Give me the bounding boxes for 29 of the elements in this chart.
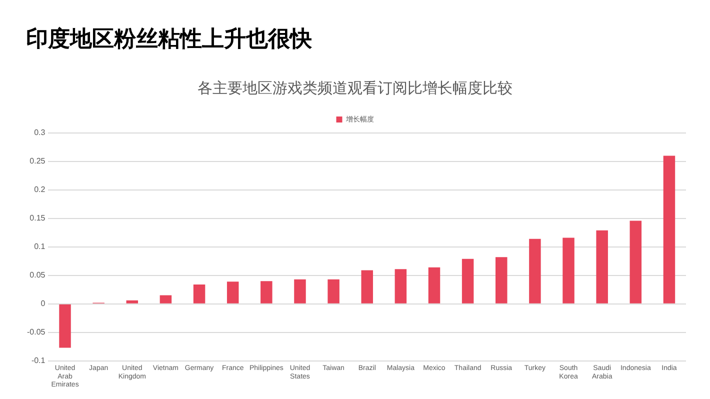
bar: [193, 284, 206, 304]
y-tick-label: 0.3: [34, 128, 46, 138]
y-tick-label: 0.1: [34, 242, 46, 252]
bar: [496, 257, 508, 304]
bar: [630, 220, 642, 304]
bar: [126, 300, 138, 304]
bar: [663, 156, 676, 304]
y-tick-label: -0.05: [27, 328, 46, 337]
bar: [226, 282, 239, 304]
bar: [160, 295, 172, 304]
y-tick-label: 0.2: [34, 185, 46, 194]
bar: [328, 279, 340, 304]
bar: [428, 267, 440, 304]
chart-title: 印度地区粉丝粘性上升也很快: [26, 26, 312, 54]
y-tick-label: 0.25: [30, 156, 46, 166]
y-tick-label: 0.05: [30, 270, 46, 280]
y-tick-label: -0.1: [31, 356, 46, 366]
bar: [562, 238, 574, 304]
bar: [361, 270, 373, 304]
chart-subtitle: 各主要地区游戏类频道观看订阅比增长幅度比较: [198, 80, 512, 98]
bar: [260, 281, 272, 304]
bar: [294, 279, 306, 304]
y-tick-label: 0.15: [30, 214, 46, 223]
bar: [59, 304, 71, 348]
bar: [596, 230, 608, 304]
bar: [394, 269, 407, 304]
bar: [529, 238, 541, 304]
bar: [462, 258, 474, 304]
y-tick-label: 0: [40, 299, 46, 308]
